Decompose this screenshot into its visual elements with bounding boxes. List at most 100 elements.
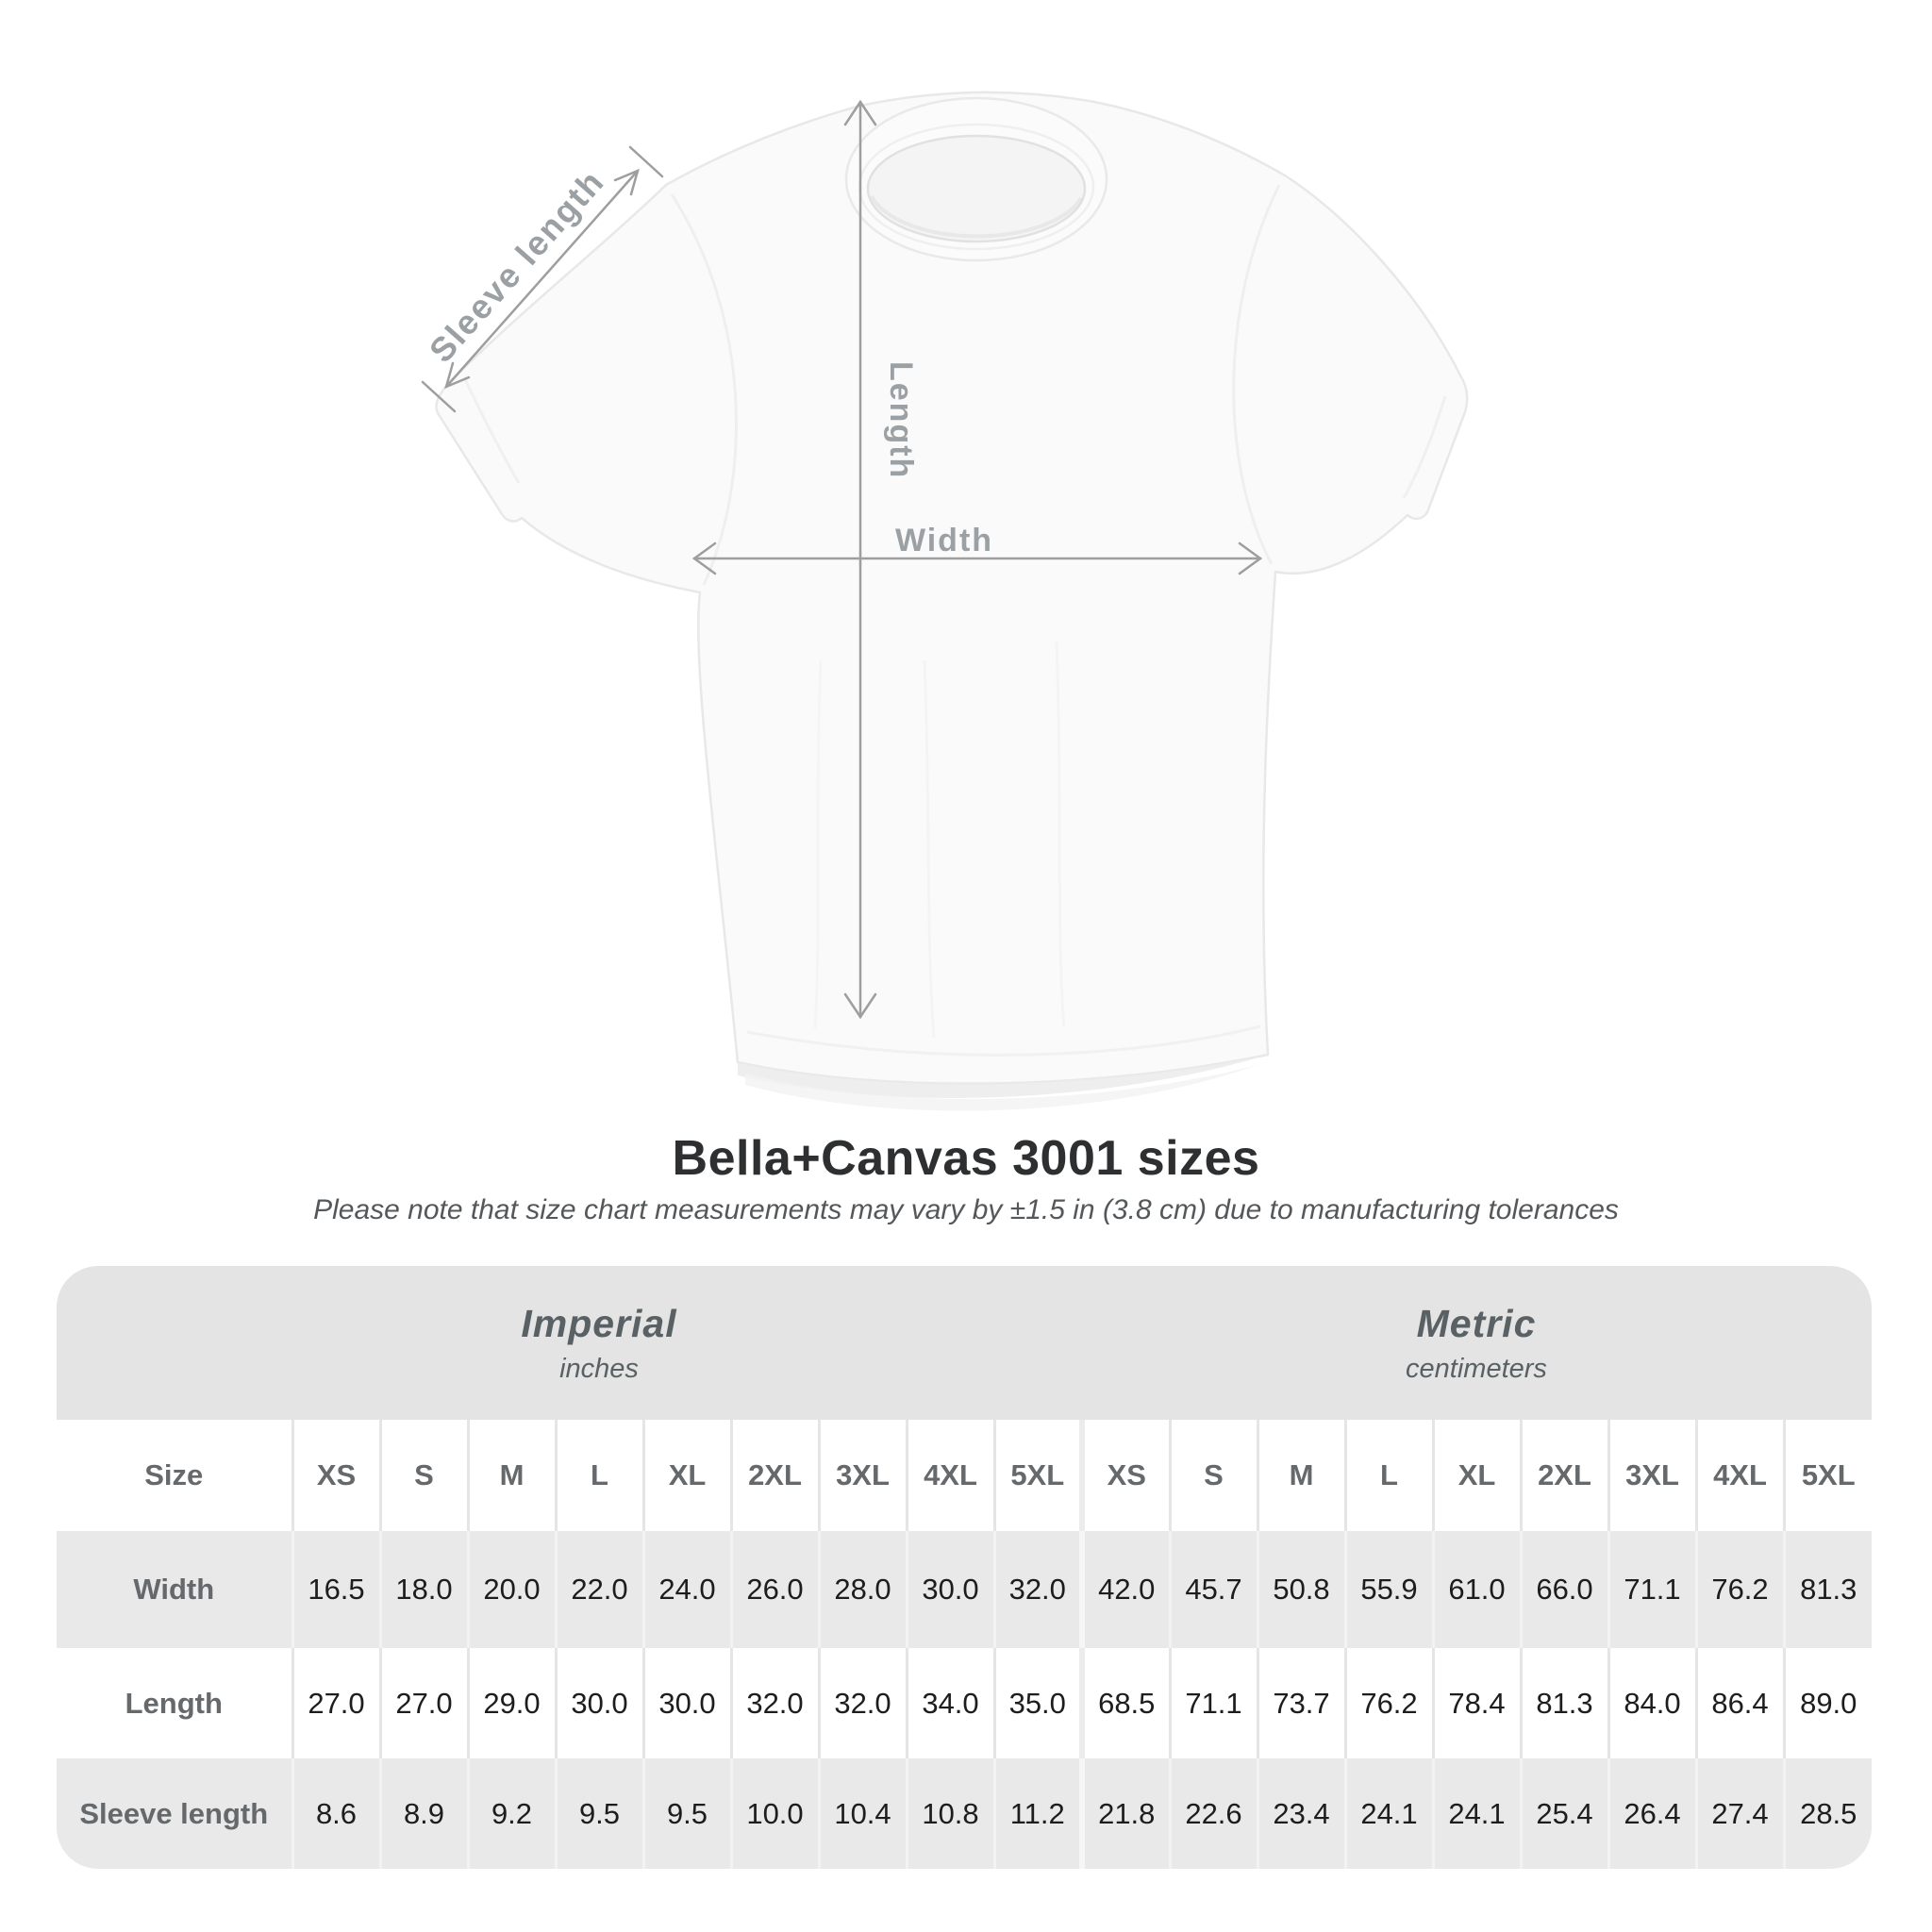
size-code-header: 2XL	[1519, 1420, 1608, 1531]
wrinkle	[1055, 641, 1066, 1027]
imperial-section-header: Imperial inches	[57, 1266, 1141, 1420]
measurement-value: 16.5	[291, 1531, 380, 1648]
measurement-value: 30.0	[905, 1531, 994, 1648]
measurement-value: 20.0	[466, 1531, 556, 1648]
measurement-value: 24.1	[1343, 1758, 1433, 1869]
measurement-value: 18.0	[378, 1531, 468, 1648]
collar-inner-shadow	[870, 195, 1083, 239]
measurement-value: 76.2	[1694, 1531, 1784, 1648]
size-code-header: L	[554, 1420, 643, 1531]
measurement-value: 26.4	[1607, 1758, 1696, 1869]
measurement-value: 71.1	[1168, 1648, 1257, 1758]
measurement-value: 78.4	[1431, 1648, 1521, 1758]
size-code-header: 3XL	[817, 1420, 907, 1531]
length-label: Length	[883, 361, 919, 479]
neck-opening	[866, 134, 1087, 243]
size-code-header: M	[1256, 1420, 1345, 1531]
measurement-value: 27.4	[1694, 1758, 1784, 1869]
measurement-value: 9.5	[554, 1758, 643, 1869]
measurement-value: 26.0	[729, 1531, 819, 1648]
measurement-value: 25.4	[1519, 1758, 1608, 1869]
size-code-header: S	[378, 1420, 468, 1531]
left-cuff-seam	[462, 376, 521, 484]
table-row: Length 27.0 27.0 29.0 30.0 30.0 32.0 32.0 34.0 35…	[57, 1648, 1872, 1758]
table-row: Width 16.5 18.0 20.0 22.0 24.0 26.0 28.0 30.0 32.…	[57, 1531, 1872, 1648]
measurement-value: 28.0	[817, 1531, 907, 1648]
metric-label: Metric	[1416, 1301, 1537, 1345]
units-header-band: Imperial inches Metric centimeters	[57, 1266, 1872, 1420]
right-cuff-seam	[1402, 395, 1447, 499]
measurement-value: 22.6	[1168, 1758, 1257, 1869]
measurement-value: 30.0	[641, 1648, 731, 1758]
width-arrow	[691, 541, 1263, 575]
left-armhole-seam	[670, 193, 738, 586]
size-code-header: S	[1168, 1420, 1257, 1531]
measurement-value: 11.2	[992, 1758, 1082, 1869]
measurement-value: 27.0	[291, 1648, 380, 1758]
measurement-value: 32.0	[992, 1531, 1082, 1648]
measurement-value: 8.6	[291, 1758, 380, 1869]
measurement-value: 86.4	[1694, 1648, 1784, 1758]
measurement-value: 29.0	[466, 1648, 556, 1758]
size-code-header: XS	[1079, 1420, 1170, 1531]
wrinkle	[813, 659, 823, 1029]
measurement-value: 34.0	[905, 1648, 994, 1758]
size-code-header: 2XL	[729, 1420, 819, 1531]
size-code-header: XS	[291, 1420, 380, 1531]
measurement-value: 10.0	[729, 1758, 819, 1869]
measurement-value: 10.4	[817, 1758, 907, 1869]
size-code-header: XL	[1431, 1420, 1521, 1531]
row-label: Length	[125, 1686, 223, 1720]
hem-shadow-soft	[745, 1064, 1260, 1111]
measurement-value: 9.2	[466, 1758, 556, 1869]
width-label: Width	[895, 523, 993, 558]
measurement-value: 22.0	[554, 1531, 643, 1648]
tshirt-measurement-diagram: Sleeve length Length Width	[421, 91, 1469, 1111]
measurement-value: 76.2	[1343, 1648, 1433, 1758]
measurement-value: 10.8	[905, 1758, 994, 1869]
measurement-value: 32.0	[817, 1648, 907, 1758]
imperial-unit: inches	[559, 1353, 639, 1384]
sleeve-length-arrow	[421, 145, 664, 413]
measurement-value: 71.1	[1607, 1531, 1696, 1648]
measurement-value: 89.0	[1782, 1648, 1872, 1758]
measurement-value: 68.5	[1079, 1648, 1170, 1758]
size-code-header: 4XL	[1694, 1420, 1784, 1531]
measurement-value: 35.0	[992, 1648, 1082, 1758]
right-armhole-seam	[1232, 184, 1281, 565]
imperial-label: Imperial	[521, 1301, 677, 1345]
metric-unit: centimeters	[1406, 1353, 1547, 1384]
measurement-value: 8.9	[378, 1758, 468, 1869]
size-code-header: 5XL	[1782, 1420, 1872, 1531]
size-code-header: L	[1343, 1420, 1433, 1531]
measurement-value: 28.5	[1782, 1758, 1872, 1869]
wrinkle	[923, 659, 936, 1039]
size-code-header: 3XL	[1607, 1420, 1696, 1531]
size-column-header: Size	[144, 1458, 204, 1491]
measurement-value: 9.5	[641, 1758, 731, 1869]
hem-stitch	[746, 1024, 1261, 1057]
size-code-header: 5XL	[992, 1420, 1082, 1531]
table-row: Sleeve length 8.6 8.9 9.2 9.5 9.5 10.0 10.4 10.8…	[57, 1758, 1872, 1869]
measurement-value: 84.0	[1607, 1648, 1696, 1758]
tshirt-illustration	[435, 91, 1469, 1111]
measurement-value: 73.7	[1256, 1648, 1345, 1758]
size-code-header: M	[466, 1420, 556, 1531]
measurement-value: 24.0	[641, 1531, 731, 1648]
measurement-value: 24.1	[1431, 1758, 1521, 1869]
row-label: Sleeve length	[79, 1796, 269, 1830]
page-title: Bella+Canvas 3001 sizes	[672, 1131, 1260, 1186]
measurement-value: 30.0	[554, 1648, 643, 1758]
measurements-table: Size XS S M L XL 2XL 3XL 4XL 5XL XS S M L XL 2XL 3XL 4XL…	[57, 1420, 1872, 1869]
row-label: Width	[133, 1573, 215, 1606]
measurement-value: 45.7	[1168, 1531, 1257, 1648]
metric-section-header: Metric centimeters	[1081, 1266, 1872, 1420]
size-code-header: 4XL	[905, 1420, 994, 1531]
measurement-value: 32.0	[729, 1648, 819, 1758]
measurement-value: 21.8	[1079, 1758, 1170, 1869]
measurement-value: 55.9	[1343, 1531, 1433, 1648]
measurement-value: 81.3	[1519, 1648, 1608, 1758]
hem-shadow	[738, 1055, 1268, 1098]
measurement-value: 81.3	[1782, 1531, 1872, 1648]
